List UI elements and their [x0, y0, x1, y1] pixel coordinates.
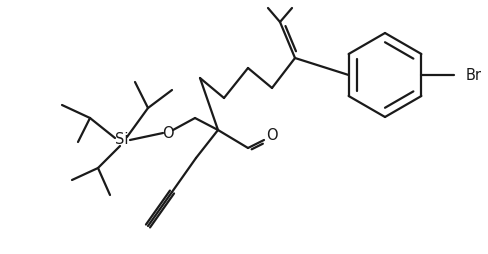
Text: O: O: [265, 129, 277, 144]
Text: Si: Si: [115, 133, 128, 148]
Text: O: O: [162, 125, 173, 140]
Text: Br: Br: [465, 68, 481, 83]
